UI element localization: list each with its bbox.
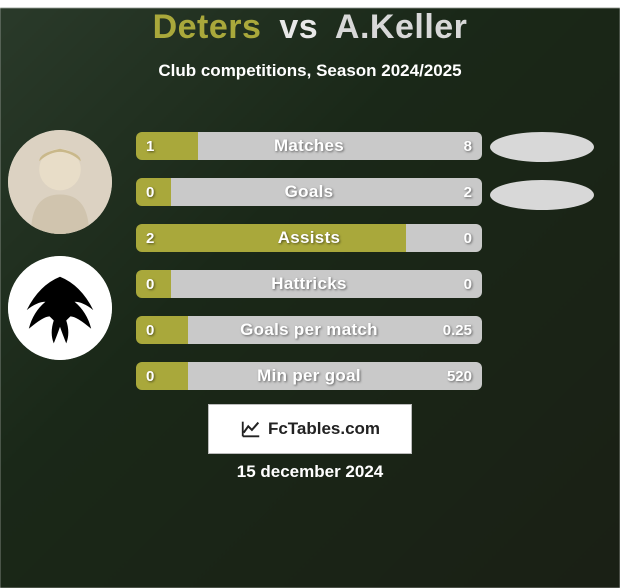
player2-avatar-placeholder: [490, 132, 594, 162]
stat-bars: Matches18Goals02Assists20Hattricks00Goal…: [136, 132, 482, 408]
stat-row: Min per goal0 520: [136, 362, 482, 390]
comparison-card: Deters vs A.Keller Club competitions, Se…: [0, 8, 620, 588]
stat-row: Goals per match0 0.25: [136, 316, 482, 344]
chart-icon: [240, 418, 262, 440]
stat-value-right: 8: [454, 132, 482, 160]
eagle-crest-icon: P: [8, 256, 112, 360]
stat-label: Matches: [136, 132, 482, 160]
stat-value-left: 0: [136, 178, 164, 206]
stat-value-left: 0: [136, 362, 164, 390]
right-avatar-column: [490, 132, 602, 228]
stat-label: Goals: [136, 178, 482, 206]
stat-label: Hattricks: [136, 270, 482, 298]
stat-value-right: 0.25: [433, 316, 482, 344]
stat-row: Goals0 2: [136, 178, 482, 206]
date-label: 15 december 2024: [0, 462, 620, 482]
stat-label: Min per goal: [136, 362, 482, 390]
stat-value-right: 520: [437, 362, 482, 390]
vs-label: vs: [279, 8, 318, 46]
subtitle: Club competitions, Season 2024/2025: [0, 61, 620, 81]
stat-value-right: 0: [454, 270, 482, 298]
player1-name: Deters: [153, 8, 262, 46]
avatar-column: P: [8, 130, 120, 382]
stat-value-left: 0: [136, 270, 164, 298]
stat-label: Assists: [136, 224, 482, 252]
stat-row: Matches1 8: [136, 132, 482, 160]
stat-label: Goals per match: [136, 316, 482, 344]
stat-value-left: 1: [136, 132, 164, 160]
player2-name: A.Keller: [335, 8, 468, 46]
club-crest: P: [8, 256, 112, 360]
player-avatar: [8, 130, 112, 234]
stat-row: Hattricks0 0: [136, 270, 482, 298]
source-badge-text: FcTables.com: [268, 419, 380, 439]
source-badge[interactable]: FcTables.com: [208, 404, 412, 454]
person-icon: [8, 130, 112, 234]
stat-value-left: 0: [136, 316, 164, 344]
stat-value-right: 0: [454, 224, 482, 252]
stat-value-right: 2: [454, 178, 482, 206]
page-title: Deters vs A.Keller: [0, 8, 620, 47]
stat-row: Assists2 0: [136, 224, 482, 252]
player2-club-placeholder: [490, 180, 594, 210]
stat-value-left: 2: [136, 224, 164, 252]
